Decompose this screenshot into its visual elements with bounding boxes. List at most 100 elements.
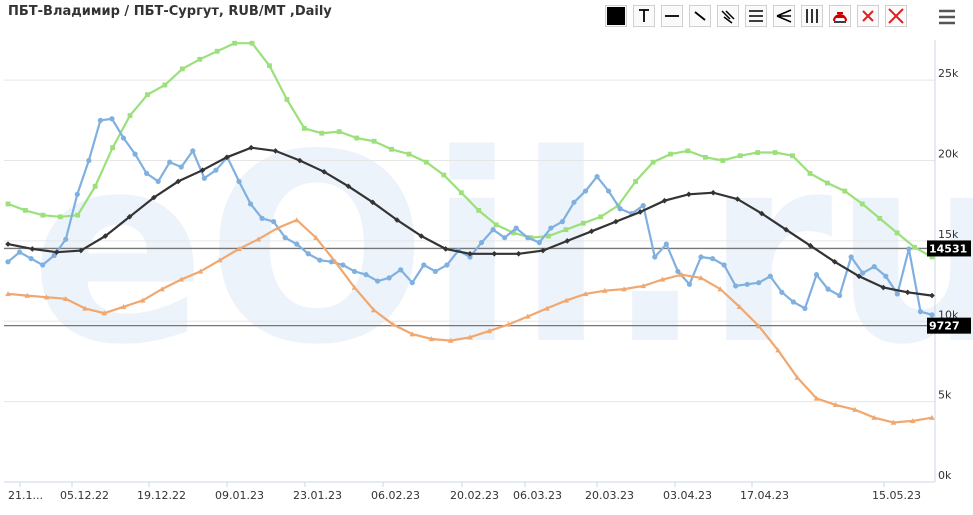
data-point <box>336 129 342 135</box>
data-point <box>255 236 262 242</box>
series-line <box>7 42 933 258</box>
data-point <box>877 216 883 221</box>
data-point <box>354 135 360 141</box>
data-point <box>139 297 146 303</box>
red-x-icon <box>888 8 904 24</box>
delete-all-button[interactable] <box>885 5 907 27</box>
color-swatch-button[interactable] <box>605 5 627 27</box>
data-point <box>53 249 60 255</box>
data-point <box>493 222 499 228</box>
data-point <box>313 234 319 240</box>
data-point <box>563 227 569 233</box>
data-point <box>721 262 727 268</box>
data-point <box>293 217 300 223</box>
data-point <box>369 199 376 206</box>
data-point <box>51 252 57 258</box>
data-point <box>640 283 647 289</box>
data-point <box>511 230 516 236</box>
data-point <box>515 250 522 257</box>
data-point <box>162 82 168 88</box>
data-point <box>490 227 496 233</box>
arc-tool-button[interactable] <box>829 5 851 27</box>
data-point <box>259 215 265 222</box>
data-point <box>236 178 242 185</box>
fan-tool-button[interactable] <box>773 5 795 27</box>
data-point <box>75 212 81 218</box>
x-tick-label: 23.01.23 <box>293 489 342 502</box>
data-point <box>686 191 692 198</box>
data-point <box>216 257 223 263</box>
data-point <box>859 201 865 207</box>
data-point <box>86 157 92 164</box>
data-point <box>127 113 133 118</box>
ray-tool-button[interactable] <box>689 5 711 27</box>
horizontal-levels <box>4 247 935 327</box>
data-point <box>190 148 196 154</box>
level-flag <box>927 240 971 257</box>
data-point <box>247 201 254 207</box>
data-point <box>756 280 762 286</box>
data-point <box>598 214 604 220</box>
data-point <box>351 284 358 290</box>
data-point <box>528 235 534 241</box>
hamburger-menu-icon[interactable] <box>936 7 958 27</box>
data-point <box>837 292 843 299</box>
parallel-channel-button[interactable] <box>717 5 739 27</box>
data-point <box>698 254 704 260</box>
data-point <box>824 180 830 186</box>
data-point <box>267 63 272 69</box>
data-point <box>43 294 50 300</box>
data-point <box>686 281 693 287</box>
data-point <box>860 270 866 276</box>
data-point <box>848 254 854 260</box>
data-point <box>709 255 716 262</box>
x-axis: 21.1... 05.12.22 19.12.22 09.01.23 23.01.23 0… <box>8 482 921 502</box>
horizontal-line-button[interactable] <box>661 5 683 27</box>
data-point <box>63 236 69 242</box>
data-point <box>880 284 887 291</box>
x-tick-label: 20.03.23 <box>585 489 634 502</box>
vertical-lines-button[interactable] <box>801 5 823 27</box>
data-point <box>284 97 290 102</box>
data-point <box>151 194 157 201</box>
data-point <box>332 259 339 265</box>
data-point <box>668 151 673 157</box>
data-point <box>894 230 900 236</box>
level-flag-label: 9727 <box>929 320 960 333</box>
data-point <box>102 233 109 239</box>
data-point <box>807 171 813 176</box>
data-point <box>5 241 11 247</box>
data-point <box>179 66 185 72</box>
data-point <box>97 117 103 123</box>
data-point <box>40 212 46 218</box>
data-point <box>409 280 415 286</box>
delete-selected-button[interactable] <box>857 5 879 27</box>
data-point <box>904 289 911 296</box>
x-tick-label: 06.02.23 <box>371 489 420 502</box>
data-point <box>328 259 334 265</box>
data-point <box>110 145 116 151</box>
data-point <box>621 286 627 292</box>
data-point <box>652 254 658 260</box>
data-point <box>447 337 454 343</box>
data-point <box>594 174 600 180</box>
horizontal-channel-button[interactable] <box>745 5 767 27</box>
data-point <box>525 235 531 241</box>
data-point <box>371 138 377 144</box>
data-point <box>842 188 848 194</box>
data-point <box>698 275 704 281</box>
data-point <box>386 275 392 281</box>
data-point <box>28 255 34 262</box>
text-tool-button[interactable] <box>633 5 655 27</box>
data-point <box>832 402 839 408</box>
triple-horizontal-icon <box>749 10 763 22</box>
data-point <box>398 267 404 273</box>
data-point <box>546 233 551 239</box>
data-point <box>249 40 255 46</box>
data-point <box>571 199 577 205</box>
x-tick-label: 05.12.22 <box>60 489 109 502</box>
data-point <box>232 40 238 46</box>
data-point <box>601 287 608 293</box>
data-point <box>301 126 307 131</box>
